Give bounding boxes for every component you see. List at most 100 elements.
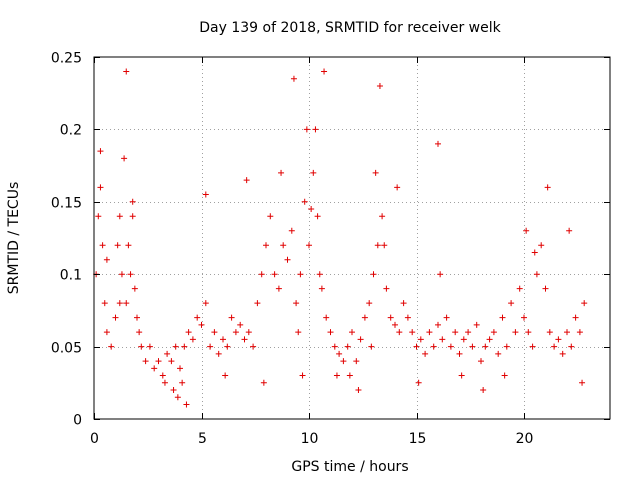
data-point xyxy=(168,358,175,365)
data-point xyxy=(123,68,130,75)
data-point xyxy=(396,329,403,336)
data-point xyxy=(254,300,261,307)
x-tick-label: 0 xyxy=(90,431,99,447)
data-point xyxy=(376,82,383,89)
data-point xyxy=(370,271,377,278)
data-point xyxy=(183,401,190,408)
data-point xyxy=(129,213,136,220)
data-point xyxy=(490,329,497,336)
data-point xyxy=(129,198,136,205)
data-point xyxy=(202,191,209,198)
x-tick-label: 20 xyxy=(516,431,534,447)
data-point xyxy=(546,329,553,336)
data-point xyxy=(544,184,551,191)
data-point xyxy=(185,329,192,336)
data-point xyxy=(531,249,538,256)
x-tick-label: 15 xyxy=(409,431,427,447)
data-point xyxy=(220,336,226,343)
data-point xyxy=(581,300,588,307)
data-point xyxy=(194,314,201,321)
data-point xyxy=(241,336,248,343)
data-point xyxy=(136,329,143,336)
data-point xyxy=(159,372,166,379)
data-point xyxy=(237,321,244,328)
data-point xyxy=(211,329,218,336)
data-point xyxy=(512,329,519,336)
data-point xyxy=(118,271,125,278)
data-point xyxy=(394,184,401,191)
data-point xyxy=(151,365,158,372)
data-point xyxy=(480,387,487,394)
x-axis-title: GPS time / hours xyxy=(291,459,408,475)
data-point xyxy=(138,343,145,350)
data-point xyxy=(439,336,446,343)
data-point xyxy=(202,300,209,307)
data-point xyxy=(318,285,325,292)
axis-ticks: 0 5 10 15 20 0 0.05 0.1 0.15 0.2 0.25 xyxy=(51,51,610,447)
data-point xyxy=(312,126,319,133)
data-point xyxy=(555,336,562,343)
data-point xyxy=(297,271,304,278)
data-point xyxy=(280,242,287,249)
data-point xyxy=(473,321,480,328)
data-point xyxy=(172,343,179,350)
data-point xyxy=(482,343,489,350)
data-point xyxy=(114,242,121,249)
y-tick-label: 0.2 xyxy=(60,123,82,139)
y-tick-label: 0.25 xyxy=(51,51,82,67)
data-point xyxy=(181,343,188,350)
data-point xyxy=(503,343,510,350)
data-point xyxy=(551,343,558,350)
data-point xyxy=(142,358,149,365)
data-point xyxy=(263,242,269,249)
data-point xyxy=(456,350,463,357)
data-point xyxy=(336,350,343,357)
data-point xyxy=(116,300,123,307)
x-tick-label: 10 xyxy=(301,431,319,447)
data-point xyxy=(267,213,274,220)
data-point xyxy=(245,329,252,336)
data-point xyxy=(125,242,132,249)
x-tick-label: 5 xyxy=(198,431,207,447)
data-points xyxy=(93,68,588,408)
data-point xyxy=(353,358,360,365)
data-point xyxy=(301,198,308,205)
grid xyxy=(94,57,610,419)
data-point xyxy=(521,314,527,321)
data-point xyxy=(146,343,153,350)
data-point xyxy=(501,372,508,379)
data-point xyxy=(250,343,257,350)
data-point xyxy=(495,350,502,357)
data-point xyxy=(443,314,450,321)
data-point xyxy=(346,372,353,379)
data-point xyxy=(372,169,379,176)
data-point xyxy=(447,343,454,350)
data-point xyxy=(198,321,205,328)
data-point xyxy=(508,300,515,307)
y-tick-label: 0.15 xyxy=(51,196,82,212)
data-point xyxy=(340,358,347,365)
data-point xyxy=(321,68,328,75)
data-point xyxy=(392,321,398,328)
data-point xyxy=(293,300,300,307)
data-point xyxy=(579,379,586,386)
data-point xyxy=(422,350,429,357)
data-point xyxy=(349,329,355,336)
data-point xyxy=(174,394,181,401)
data-point xyxy=(323,314,330,321)
data-point xyxy=(564,329,570,336)
data-point xyxy=(314,213,321,220)
data-point xyxy=(189,336,196,343)
data-point xyxy=(516,285,523,292)
data-point xyxy=(525,329,532,336)
data-point xyxy=(207,343,214,350)
data-point xyxy=(435,140,441,147)
data-point xyxy=(379,213,386,220)
data-point xyxy=(357,336,364,343)
plot-frame xyxy=(93,56,611,420)
data-point xyxy=(306,242,312,249)
data-point xyxy=(177,365,183,372)
data-point xyxy=(116,213,123,220)
data-point xyxy=(127,271,134,278)
